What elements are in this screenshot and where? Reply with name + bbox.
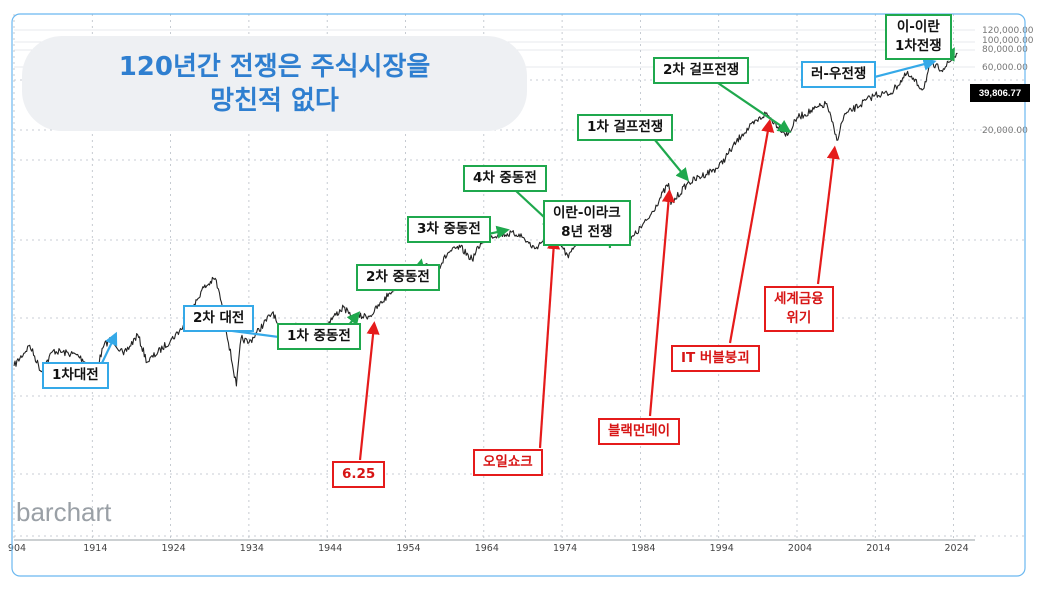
annotation-arrow bbox=[538, 235, 561, 449]
annotation-israel-iran: 이-이란 1차전쟁 bbox=[885, 14, 952, 60]
annotation-arrow bbox=[654, 139, 690, 182]
x-tick-label: 2004 bbox=[788, 543, 812, 554]
x-axis-ticks: 904 1914 1924 1934 1944 1954 1964 1974 1984 1994 2… bbox=[8, 543, 969, 554]
x-tick-label: 1934 bbox=[240, 543, 264, 554]
annotation-mideast-war-2: 2차 중동전 bbox=[356, 264, 440, 291]
x-tick-label: 1954 bbox=[396, 543, 420, 554]
x-tick-label: 2024 bbox=[945, 543, 969, 554]
annotation-korean-war: 6.25 bbox=[332, 461, 386, 488]
annotation-financial-crisis: 세계금융 위기 bbox=[764, 286, 834, 332]
title-box: 120년간 전쟁은 주식시장을 망친적 없다 bbox=[22, 36, 527, 131]
annotation-ww1: 1차대전 bbox=[42, 362, 109, 389]
annotation-ww2: 2차 대전 bbox=[183, 305, 255, 332]
y-tick-label: 60,000.00 bbox=[982, 63, 1028, 73]
annotation-mideast-war-4: 4차 중동전 bbox=[463, 165, 547, 192]
annotation-it-bubble: IT 버블붕괴 bbox=[671, 345, 760, 372]
chart-title-line-2: 망친적 없다 bbox=[210, 85, 339, 116]
y-tick-label: 20,000.00 bbox=[982, 126, 1028, 136]
y-tick-label: 80,000.00 bbox=[982, 45, 1028, 55]
x-tick-label: 1994 bbox=[710, 543, 734, 554]
annotation-black-monday: 블랙먼데이 bbox=[598, 418, 681, 445]
chart-title-line-1: 120년간 전쟁은 주식시장을 bbox=[118, 51, 431, 82]
annotation-gulf-war-2: 2차 걸프전쟁 bbox=[653, 57, 750, 84]
x-tick-label: 1914 bbox=[83, 543, 107, 554]
annotation-arrow bbox=[358, 321, 380, 461]
annotation-gulf-war-1: 1차 걸프전쟁 bbox=[577, 114, 674, 141]
x-tick-label: 1964 bbox=[475, 543, 499, 554]
annotation-arrow bbox=[648, 188, 676, 417]
outer-frame bbox=[11, 13, 1026, 577]
annotation-arrow bbox=[816, 145, 840, 285]
annotation-oil-shock: 오일쇼크 bbox=[473, 449, 543, 476]
y-tick-label: 100,000.00 bbox=[982, 36, 1034, 46]
x-tick-label: 1984 bbox=[631, 543, 655, 554]
annotation-mideast-war-1: 1차 중동전 bbox=[277, 323, 361, 350]
x-tick-label: 904 bbox=[8, 543, 26, 554]
annotation-russia-ukraine: 러-우전쟁 bbox=[801, 61, 877, 88]
x-tick-label: 2014 bbox=[866, 543, 890, 554]
x-tick-label: 1924 bbox=[162, 543, 186, 554]
x-tick-label: 1974 bbox=[553, 543, 577, 554]
x-tick-label: 1944 bbox=[318, 543, 342, 554]
annotation-iran-iraq-war: 이란-이라크 8년 전쟁 bbox=[543, 200, 631, 246]
annotation-mideast-war-3: 3차 중동전 bbox=[407, 216, 491, 243]
annotation-arrow bbox=[714, 80, 792, 133]
last-price-tag: 39,806.77 bbox=[970, 84, 1030, 102]
y-tick-label: 120,000.00 bbox=[982, 26, 1034, 36]
annotation-arrow bbox=[728, 118, 775, 344]
brand-logo-text: barchart bbox=[16, 497, 112, 527]
